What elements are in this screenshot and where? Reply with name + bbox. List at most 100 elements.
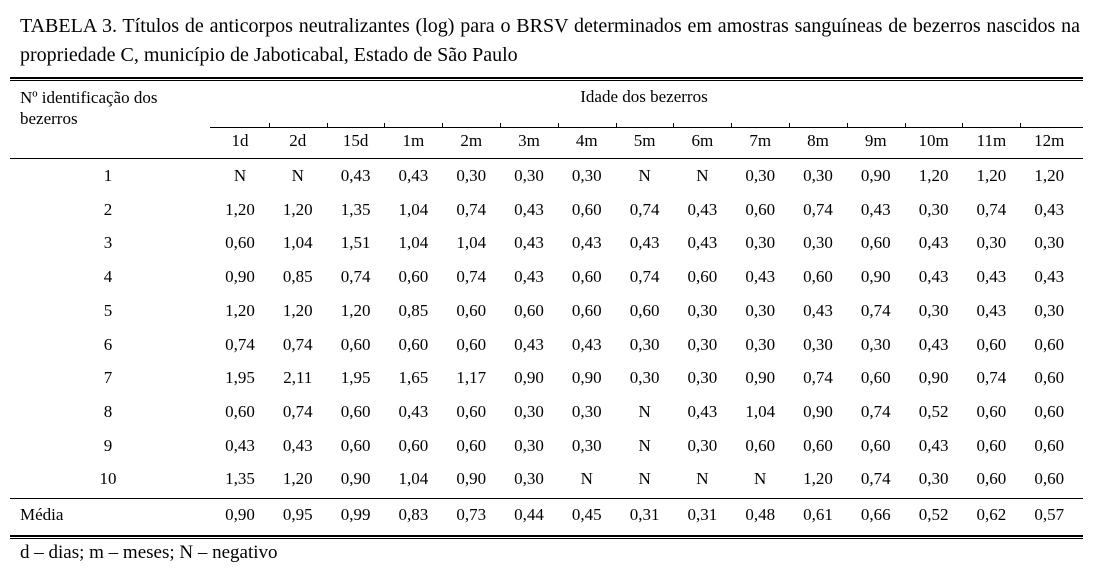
table-cell: 0,43 (687, 401, 718, 421)
table-cell: 0,74 (803, 199, 833, 219)
table-cell: 0,90 (860, 166, 891, 185)
table-cell: 0,90 (918, 368, 949, 388)
table-cell: 0,60 (745, 435, 776, 455)
table-cell: 0,74 (629, 267, 660, 287)
table-cell: 0,43 (803, 300, 833, 320)
table-cell: 0,90 (340, 469, 371, 489)
column-tick (789, 123, 790, 127)
table-cell: 0,30 (745, 334, 776, 354)
table-cell: 0,60 (398, 267, 429, 287)
mean-cell: 0,66 (860, 505, 891, 524)
table-cell: 0,43 (629, 233, 660, 253)
mean-cell: 0,44 (514, 505, 544, 524)
table-cell: 0,30 (456, 166, 487, 185)
column-tick (673, 123, 675, 127)
table-cell: 0,30 (629, 368, 660, 388)
row-id: 3 (103, 233, 113, 253)
table-cell: 0,90 (745, 368, 776, 388)
table-cell: 0,43 (976, 267, 1007, 287)
table-cell: 0,60 (860, 435, 891, 455)
table-cell: 0,30 (571, 166, 602, 185)
table-cell: 0,60 (340, 401, 371, 421)
table-cell: N (696, 166, 709, 185)
table-cell: 0,43 (514, 199, 544, 219)
column-tick (846, 123, 848, 127)
table-cell: 0,90 (514, 368, 544, 388)
table-cell: 0,43 (687, 233, 718, 253)
table-cell: N (580, 469, 593, 489)
table-cell: 0,60 (456, 300, 487, 320)
table-cell: 1,04 (398, 199, 429, 219)
table-cell: 1,04 (456, 233, 487, 253)
table-cell: 0,74 (976, 368, 1007, 388)
table-cell: 0,30 (803, 334, 833, 354)
table-cell: 1,04 (745, 401, 776, 421)
row-id: 4 (103, 267, 113, 287)
table-cell: 0,43 (1034, 267, 1065, 287)
table-cell: N (638, 469, 651, 489)
column-header: 7m (749, 131, 772, 150)
table-cell: 0,90 (860, 267, 891, 287)
table-cell: 0,30 (629, 334, 660, 354)
table-cell: 0,30 (514, 166, 544, 185)
mean-cell: 0,57 (1034, 505, 1065, 524)
table-cell: 0,74 (282, 334, 313, 354)
column-tick (384, 123, 386, 127)
mean-cell: 0,61 (803, 505, 833, 524)
table-cell: 0,60 (571, 300, 602, 320)
table-cell: 0,60 (456, 435, 487, 455)
table-cell: 0,74 (860, 469, 891, 489)
table-cell: 0,60 (976, 469, 1007, 489)
mean-cell: 0,83 (398, 505, 429, 524)
table-cell: 0,60 (745, 199, 776, 219)
table-cell: 0,30 (976, 233, 1007, 253)
table-cell: 0,43 (918, 233, 949, 253)
table-cell: 0,74 (456, 267, 487, 287)
mean-cell: 0,62 (976, 505, 1007, 524)
table-caption: TABELA 3. Títulos de anticorpos neutrali… (20, 15, 1080, 66)
column-header: 3m (518, 131, 540, 150)
table-cell: 0,60 (629, 300, 660, 320)
table-cell: 1,20 (282, 300, 313, 320)
table-cell: 0,52 (918, 401, 949, 421)
table-cell: 0,30 (803, 166, 833, 185)
table-cell: N (291, 166, 304, 185)
table-cell: 0,43 (282, 435, 313, 455)
table-cell: 1,20 (282, 199, 313, 219)
header-rule (10, 158, 1083, 159)
table-cell: 0,30 (918, 199, 949, 219)
table-cell: 0,60 (456, 334, 487, 354)
table-cell: N (638, 401, 651, 421)
column-header: 8m (807, 131, 829, 150)
footnote: d – dias; m – meses; N – negativo (20, 542, 278, 563)
table-cell: 0,90 (571, 368, 602, 388)
table-cell: 0,43 (918, 435, 949, 455)
table-cell: 0,60 (860, 233, 891, 253)
column-tick (731, 123, 733, 127)
table-cell: 0,60 (860, 368, 891, 388)
table-cell: N (233, 166, 247, 185)
table-cell: 0,60 (571, 267, 602, 287)
table-cell: 0,43 (918, 334, 949, 354)
row-id: 2 (103, 199, 113, 219)
table-cell: 0,43 (745, 267, 776, 287)
table-cell: 0,30 (918, 469, 949, 489)
table-cell: 1,35 (340, 199, 371, 219)
table-cell: 0,43 (571, 233, 602, 253)
table-cell: 0,30 (687, 435, 718, 455)
group-rule (210, 127, 1083, 128)
table-cell: 0,90 (225, 267, 255, 287)
table-cell: 0,43 (860, 199, 891, 219)
column-header: 1m (402, 131, 425, 150)
table-cell: 0,43 (571, 334, 602, 354)
table-cell: 0,60 (225, 401, 255, 421)
column-tick (268, 123, 270, 127)
table-cell: 0,30 (514, 435, 544, 455)
column-tick (615, 123, 617, 127)
table-cell: 0,43 (976, 300, 1007, 320)
table-cell: 0,60 (225, 233, 255, 253)
table-cell: 0,90 (456, 469, 487, 489)
column-tick (442, 123, 444, 127)
table-cell: 1,20 (976, 166, 1007, 185)
table-cell: 0,43 (514, 267, 544, 287)
